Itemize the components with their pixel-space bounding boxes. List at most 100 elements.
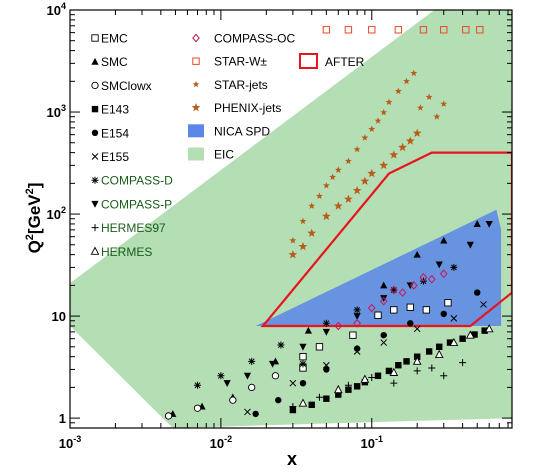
e143-point [385, 367, 393, 375]
star-jets-point [334, 166, 342, 173]
y-tick-label: 102 [47, 205, 66, 222]
star-w-point [368, 26, 376, 34]
e143-point [345, 386, 352, 393]
x-tick-label: 10-3 [59, 434, 81, 451]
hermes97-point [368, 374, 376, 382]
emc-point [422, 306, 430, 314]
star-jets-point [322, 182, 330, 189]
hermes-point [484, 324, 494, 333]
star-jets-point [361, 134, 369, 141]
hermes97-point [344, 381, 352, 389]
e143-point [425, 348, 433, 355]
legend-label-e155: E155 [101, 150, 129, 164]
star-jets-point [440, 100, 448, 107]
star-jets-point [403, 77, 410, 85]
legend-marker-smc [91, 57, 99, 65]
phenix-jets-point [389, 150, 399, 159]
smclowx-point [193, 404, 202, 412]
hermes-point [389, 367, 399, 376]
series-e155 [244, 301, 487, 416]
series-hermes97 [289, 359, 467, 410]
compass-oc-point [439, 269, 448, 279]
nica-spd-region [255, 209, 502, 326]
legend-marker-e143 [91, 105, 99, 113]
legend-label-e154: E154 [101, 126, 129, 140]
phenix-jets-point [405, 136, 415, 145]
legend-marker-hermes [90, 246, 100, 255]
compass-d-point [353, 306, 361, 314]
emc-point [349, 331, 357, 339]
y-axis-title-close: ] [25, 183, 44, 189]
phenix-jets-point [367, 168, 377, 178]
emc-point [406, 303, 414, 311]
legend-label-after: AFTER [325, 55, 365, 69]
legend-marker-compass-d [91, 176, 99, 184]
legend-label-eic: EIC [214, 148, 234, 162]
star-jets-point [329, 173, 336, 181]
smclowx-point [248, 383, 256, 392]
e143-point [403, 358, 410, 365]
star-w-point [440, 26, 448, 34]
phenix-jets-point [288, 250, 298, 259]
e155-point [450, 315, 458, 322]
hermes-point [412, 356, 422, 365]
series-star-jets [289, 69, 448, 244]
compass-p-point [243, 372, 252, 380]
star-w-point [322, 26, 331, 34]
legend-label-e143: E143 [101, 103, 129, 117]
e155-point [480, 301, 487, 308]
emc-point [444, 299, 452, 307]
plot-area [70, 10, 512, 428]
hermes-point [333, 384, 343, 394]
emc-point [299, 353, 307, 361]
star-w-point [394, 26, 403, 34]
e154-point [275, 396, 282, 404]
series-star-w [322, 26, 484, 34]
legend-marker-e155 [91, 153, 99, 160]
e143-point [323, 395, 330, 402]
legend-label-compass-p: COMPASS-P [101, 197, 172, 211]
legend-marker-star-w- [192, 57, 200, 65]
star-jets-point [374, 117, 382, 124]
series-smclowx [164, 372, 280, 420]
legend-label-emc: EMC [101, 32, 128, 46]
star-jets-point [433, 113, 441, 120]
smclowx-point [164, 412, 173, 420]
smc-point [380, 281, 388, 289]
hermes-point [449, 337, 459, 347]
y-axis-title-sup1: 2 [24, 234, 36, 240]
star-w-point [344, 26, 353, 34]
star-jets-point [289, 236, 297, 244]
star-jets-point [410, 69, 418, 77]
legend-marker-nica-spd [188, 124, 204, 138]
legend-marker-e154 [91, 129, 99, 136]
series-e154 [252, 289, 481, 418]
legend-label-star-w-: STAR-W± [214, 55, 267, 69]
star-jets-point [345, 157, 352, 165]
star-jets-point [308, 202, 316, 209]
hermes97-point [390, 379, 398, 387]
y-axis-title: Q2[GeV2] [24, 183, 44, 254]
star-jets-point [368, 125, 376, 132]
smc-point [413, 250, 421, 258]
compass-p-point [322, 328, 330, 336]
legend-marker-emc [91, 34, 99, 42]
series-compass-p [223, 220, 493, 387]
star-jets-point [394, 87, 402, 95]
hermes-point [434, 349, 444, 358]
y-tick-label: 103 [47, 103, 66, 120]
e155-point [322, 361, 330, 369]
series-hermes [298, 324, 494, 407]
y-axis-title-sup2: 2 [24, 188, 36, 194]
compass-oc-point [427, 274, 436, 284]
legend-marker-hermes97 [91, 224, 99, 232]
e154-point [323, 366, 330, 373]
e143-point [459, 335, 466, 342]
e143-point [471, 331, 478, 338]
legend-label-compass-oc: COMPASS-OC [214, 32, 295, 46]
e154-point [440, 310, 447, 318]
legend-label-phenix-jets: PHENIX-jets [214, 101, 281, 115]
e154-point [252, 410, 259, 418]
e143-point [446, 339, 454, 346]
